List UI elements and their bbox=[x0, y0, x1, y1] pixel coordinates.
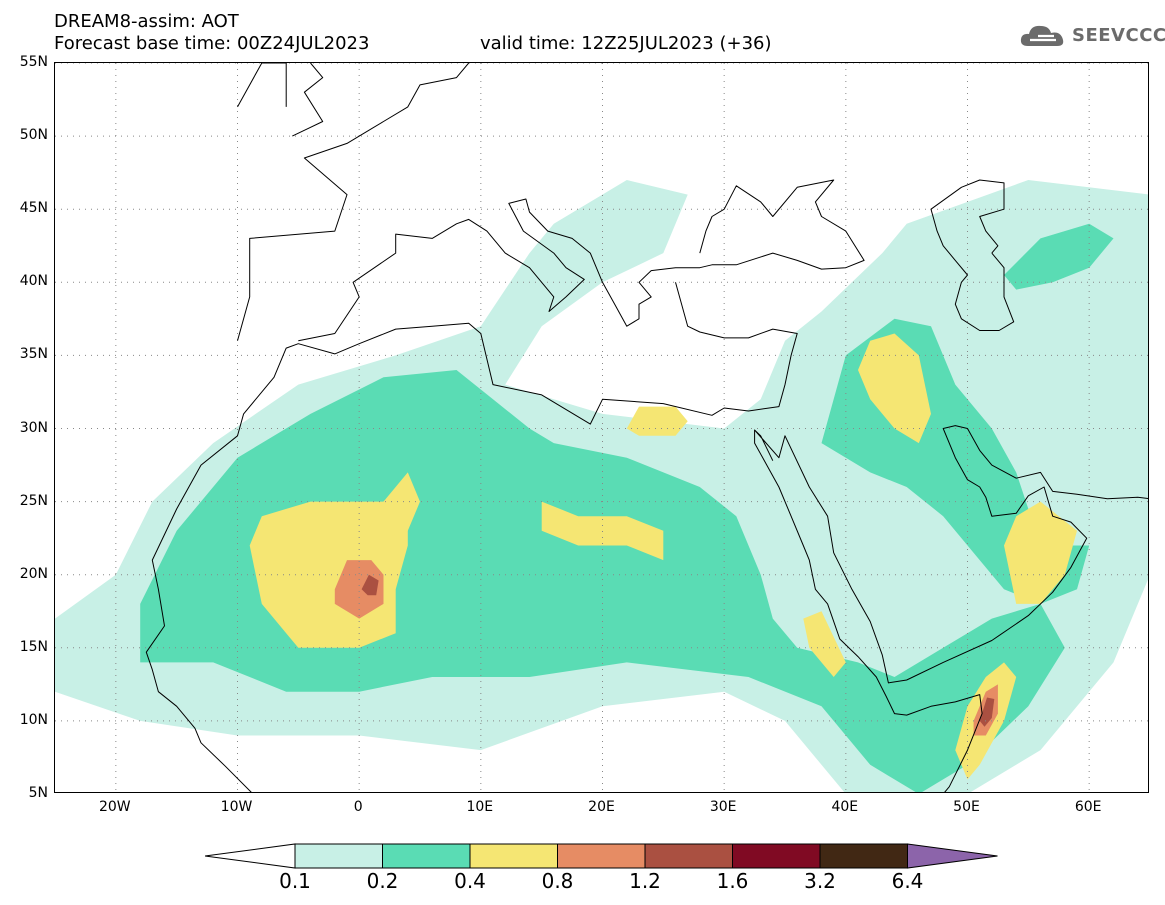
colorbar-over-triangle bbox=[907, 843, 998, 869]
colorbar bbox=[205, 843, 998, 869]
colorbar-tick-label: 1.2 bbox=[629, 869, 661, 893]
colorbar-swatch bbox=[732, 843, 821, 869]
colorbar-tick-label: 1.6 bbox=[716, 869, 749, 893]
lon-tick-label: 0 bbox=[353, 799, 363, 815]
lon-tick-label: 60E bbox=[1074, 799, 1102, 815]
dust-area-level-2 bbox=[359, 472, 420, 546]
lat-tick-label: 20N bbox=[19, 565, 48, 582]
logo-text: SEEVCCC bbox=[1072, 24, 1165, 46]
colorbar-swatch bbox=[557, 843, 646, 869]
dust-area-level-2 bbox=[1004, 501, 1077, 604]
lat-tick-label: 40N bbox=[19, 273, 48, 290]
lon-tick-label: 40E bbox=[831, 799, 859, 815]
seevccc-logo: SEEVCCC bbox=[1018, 20, 1165, 50]
lat-tick-label: 15N bbox=[19, 638, 48, 655]
colorbar-swatch bbox=[469, 843, 558, 869]
lat-tick-label: 25N bbox=[19, 492, 48, 509]
colorbar-swatch bbox=[294, 843, 383, 869]
colorbar-tick-label: 0.8 bbox=[541, 869, 574, 893]
lat-tick-label: 30N bbox=[19, 419, 48, 436]
lat-tick-label: 35N bbox=[19, 346, 48, 363]
lon-tick-label: 20W bbox=[98, 799, 131, 815]
colorbar-swatch bbox=[382, 843, 471, 869]
colorbar-swatch bbox=[644, 843, 733, 869]
lat-tick-label: 5N bbox=[28, 785, 48, 801]
coastline bbox=[292, 63, 324, 137]
lat-tick-label: 10N bbox=[19, 711, 48, 728]
lat-tick-label: 45N bbox=[19, 200, 48, 217]
dust-area-level-2 bbox=[858, 333, 931, 444]
dust-area-level-2 bbox=[626, 406, 688, 436]
dust-area-level-4 bbox=[361, 574, 379, 596]
coastline bbox=[237, 63, 470, 341]
dust-area-level-2 bbox=[541, 501, 664, 561]
cloud-icon bbox=[1020, 25, 1064, 46]
coastline bbox=[754, 430, 983, 792]
map-title: DREAM8-assim: AOT bbox=[54, 11, 239, 32]
dust-area-level-4 bbox=[979, 697, 995, 727]
lon-tick-label: 10W bbox=[220, 799, 253, 815]
colorbar-tick-label: 3.2 bbox=[804, 869, 836, 893]
dust-area-level-1 bbox=[140, 370, 1065, 792]
coastline bbox=[754, 425, 1148, 684]
colorbar-swatch bbox=[819, 843, 908, 869]
dust-map bbox=[55, 63, 1148, 792]
coastline bbox=[237, 63, 287, 108]
valid-time: valid time: 12Z25JUL2023 (+36) bbox=[480, 33, 772, 54]
dust-area-level-1 bbox=[1004, 223, 1114, 290]
coastline bbox=[145, 282, 798, 792]
colorbar-under-triangle bbox=[205, 843, 296, 869]
lon-tick-label: 30E bbox=[709, 799, 737, 815]
colorbar-tick-label: 0.1 bbox=[279, 869, 311, 893]
colorbar-tick-label: 0.4 bbox=[454, 869, 486, 893]
map-panel bbox=[54, 62, 1149, 793]
lon-tick-label: 50E bbox=[953, 799, 980, 815]
coastline bbox=[298, 179, 865, 342]
coastline bbox=[930, 179, 1015, 331]
dust-area-level-2 bbox=[803, 611, 846, 677]
lon-tick-label: 10E bbox=[466, 799, 494, 815]
dust-area-level-3 bbox=[334, 560, 384, 619]
lat-tick-label: 55N bbox=[19, 54, 48, 70]
forecast-base-time: Forecast base time: 00Z24JUL2023 bbox=[54, 33, 370, 54]
lon-tick-label: 20E bbox=[588, 799, 615, 815]
colorbar-tick-label: 0.2 bbox=[366, 869, 399, 893]
lat-tick-label: 50N bbox=[19, 127, 48, 144]
colorbar-tick-label: 6.4 bbox=[891, 869, 924, 893]
